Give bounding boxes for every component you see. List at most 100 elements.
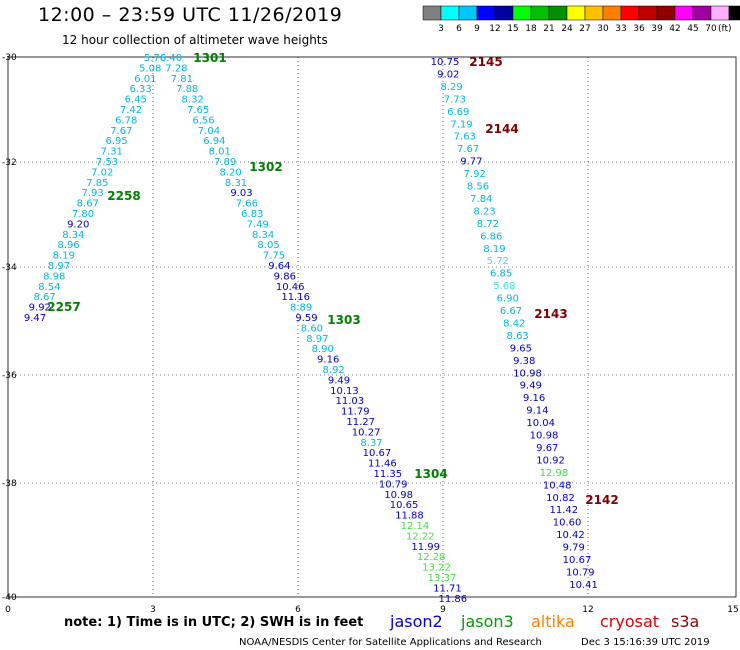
track-left-value: 8.67 bbox=[33, 292, 55, 303]
track-mid-value: 8.32 bbox=[182, 95, 204, 106]
legend-swatch bbox=[458, 5, 478, 21]
pass-label: 1304 bbox=[414, 467, 447, 481]
track-mid-value: 8.89 bbox=[290, 303, 312, 314]
pass-label: 2258 bbox=[107, 189, 140, 203]
y-tick-label: -38 bbox=[2, 479, 17, 489]
track-right-value: 10.75 bbox=[431, 57, 460, 68]
footer-timestamp: Dec 3 15:16:39 UTC 2019 bbox=[581, 637, 710, 648]
track-right-value: 6.69 bbox=[447, 107, 469, 118]
footer-note: note: 1) Time is in UTC; 2) SWH is in fe… bbox=[64, 615, 363, 630]
track-left-value: 9.47 bbox=[24, 313, 46, 324]
legend-label: 39 bbox=[651, 24, 663, 34]
satellite-jason3: jason3 bbox=[460, 612, 514, 631]
track-right-value: 10.92 bbox=[536, 455, 565, 466]
track-mid-value: 6.94 bbox=[203, 136, 225, 147]
x-tick-label: 15 bbox=[727, 605, 738, 615]
track-mid-value: 7.04 bbox=[198, 126, 220, 137]
legend-swatch bbox=[530, 5, 550, 21]
pass-label: 1302 bbox=[249, 160, 282, 174]
track-left-value: 7.42 bbox=[120, 105, 142, 116]
track-mid-value: 12.28 bbox=[417, 552, 446, 563]
track-mid-value: 6.40 bbox=[160, 53, 182, 64]
track-mid-value: 7.65 bbox=[187, 105, 209, 116]
track-mid-value: 8.01 bbox=[209, 147, 231, 158]
legend-label: 12 bbox=[489, 24, 500, 34]
track-left-value: 8.98 bbox=[43, 271, 65, 282]
y-tick-label: -32 bbox=[2, 158, 17, 168]
legend-swatch bbox=[548, 5, 568, 21]
legend-label: 42 bbox=[669, 24, 680, 34]
pass-label: 2257 bbox=[47, 300, 80, 314]
track-mid-value: 9.16 bbox=[317, 355, 339, 366]
track-mid-value: 11.46 bbox=[368, 459, 397, 470]
track-left-value: 7.31 bbox=[101, 147, 123, 158]
track-mid-value: 10.65 bbox=[390, 500, 419, 511]
track-mid-value: 7.88 bbox=[176, 84, 198, 95]
x-tick-label: 12 bbox=[582, 605, 593, 615]
track-mid-value: 13.37 bbox=[428, 573, 457, 584]
track-mid-value: 10.46 bbox=[276, 282, 305, 293]
track-mid-value: 7.81 bbox=[171, 74, 193, 85]
track-right-value: 10.79 bbox=[566, 567, 595, 578]
track-right-value: 10.67 bbox=[563, 555, 592, 566]
track-mid-value: 10.27 bbox=[352, 427, 381, 438]
track-mid-value: 8.97 bbox=[306, 334, 328, 345]
legend-swatch bbox=[566, 5, 586, 21]
track-right-value: 8.63 bbox=[506, 331, 528, 342]
track-right-value: 8.29 bbox=[440, 82, 462, 93]
y-tick-label: -36 bbox=[2, 371, 17, 381]
track-right-value: 10.60 bbox=[553, 518, 582, 529]
track-left-value: 8.96 bbox=[57, 240, 79, 251]
track-mid-value: 8.05 bbox=[257, 240, 279, 251]
legend-unit: (ft) bbox=[718, 24, 732, 34]
track-left-value: 8.34 bbox=[62, 230, 84, 241]
legend-swatch bbox=[656, 5, 676, 21]
track-left-value: 8.54 bbox=[38, 282, 60, 293]
legend-label: 30 bbox=[597, 24, 609, 34]
track-right-value: 10.04 bbox=[526, 418, 555, 429]
track-mid-value: 7.89 bbox=[214, 157, 236, 168]
legend-swatch bbox=[440, 5, 460, 21]
track-right-value: 6.67 bbox=[500, 306, 522, 317]
track-mid-value: 8.60 bbox=[301, 323, 323, 334]
x-tick-label: 9 bbox=[440, 605, 446, 615]
track-mid-value: 9.59 bbox=[295, 313, 317, 324]
track-mid-value: 10.79 bbox=[379, 479, 408, 490]
legend-label: 15 bbox=[507, 24, 518, 34]
track-right-value: 10.41 bbox=[569, 580, 598, 591]
track-left-value: 6.33 bbox=[129, 84, 151, 95]
legend-label: 3 bbox=[438, 24, 444, 34]
track-right-value: 8.19 bbox=[483, 244, 505, 255]
legend-swatch bbox=[638, 5, 658, 21]
legend-swatch bbox=[584, 5, 604, 21]
track-right-value: 6.90 bbox=[497, 294, 519, 305]
track-mid-value: 11.88 bbox=[395, 511, 424, 522]
legend-swatch bbox=[674, 5, 694, 21]
track-left-value: 8.67 bbox=[77, 199, 99, 210]
track-left-value: 8.97 bbox=[48, 261, 70, 272]
x-tick-label: 0 bbox=[5, 605, 11, 615]
track-right-value: 6.85 bbox=[490, 269, 512, 280]
track-mid-value: 10.13 bbox=[330, 386, 359, 397]
track-right-value: 5.68 bbox=[493, 281, 515, 292]
track-left-value: 8.19 bbox=[53, 251, 75, 262]
track-left-value: 7.53 bbox=[96, 157, 118, 168]
satellite-altika: altika bbox=[531, 612, 575, 631]
track-left-value: 6.45 bbox=[125, 95, 147, 106]
track-right-value: 9.77 bbox=[460, 157, 482, 168]
legend-label: 18 bbox=[525, 24, 537, 34]
legend-swatch bbox=[710, 5, 730, 21]
track-right-value: 9.14 bbox=[526, 406, 548, 417]
track-left-value: 7.67 bbox=[110, 126, 132, 137]
pass-label: 2144 bbox=[485, 122, 518, 136]
legend-label: 70 bbox=[705, 24, 717, 34]
track-right-value: 9.02 bbox=[437, 69, 459, 80]
legend-label: 36 bbox=[633, 24, 645, 34]
track-mid-value: 9.03 bbox=[230, 188, 252, 199]
track-mid-value: 6.83 bbox=[241, 209, 263, 220]
track-right-value: 10.82 bbox=[546, 493, 575, 504]
track-mid-value: 11.27 bbox=[346, 417, 375, 428]
legend-swatch bbox=[602, 5, 622, 21]
